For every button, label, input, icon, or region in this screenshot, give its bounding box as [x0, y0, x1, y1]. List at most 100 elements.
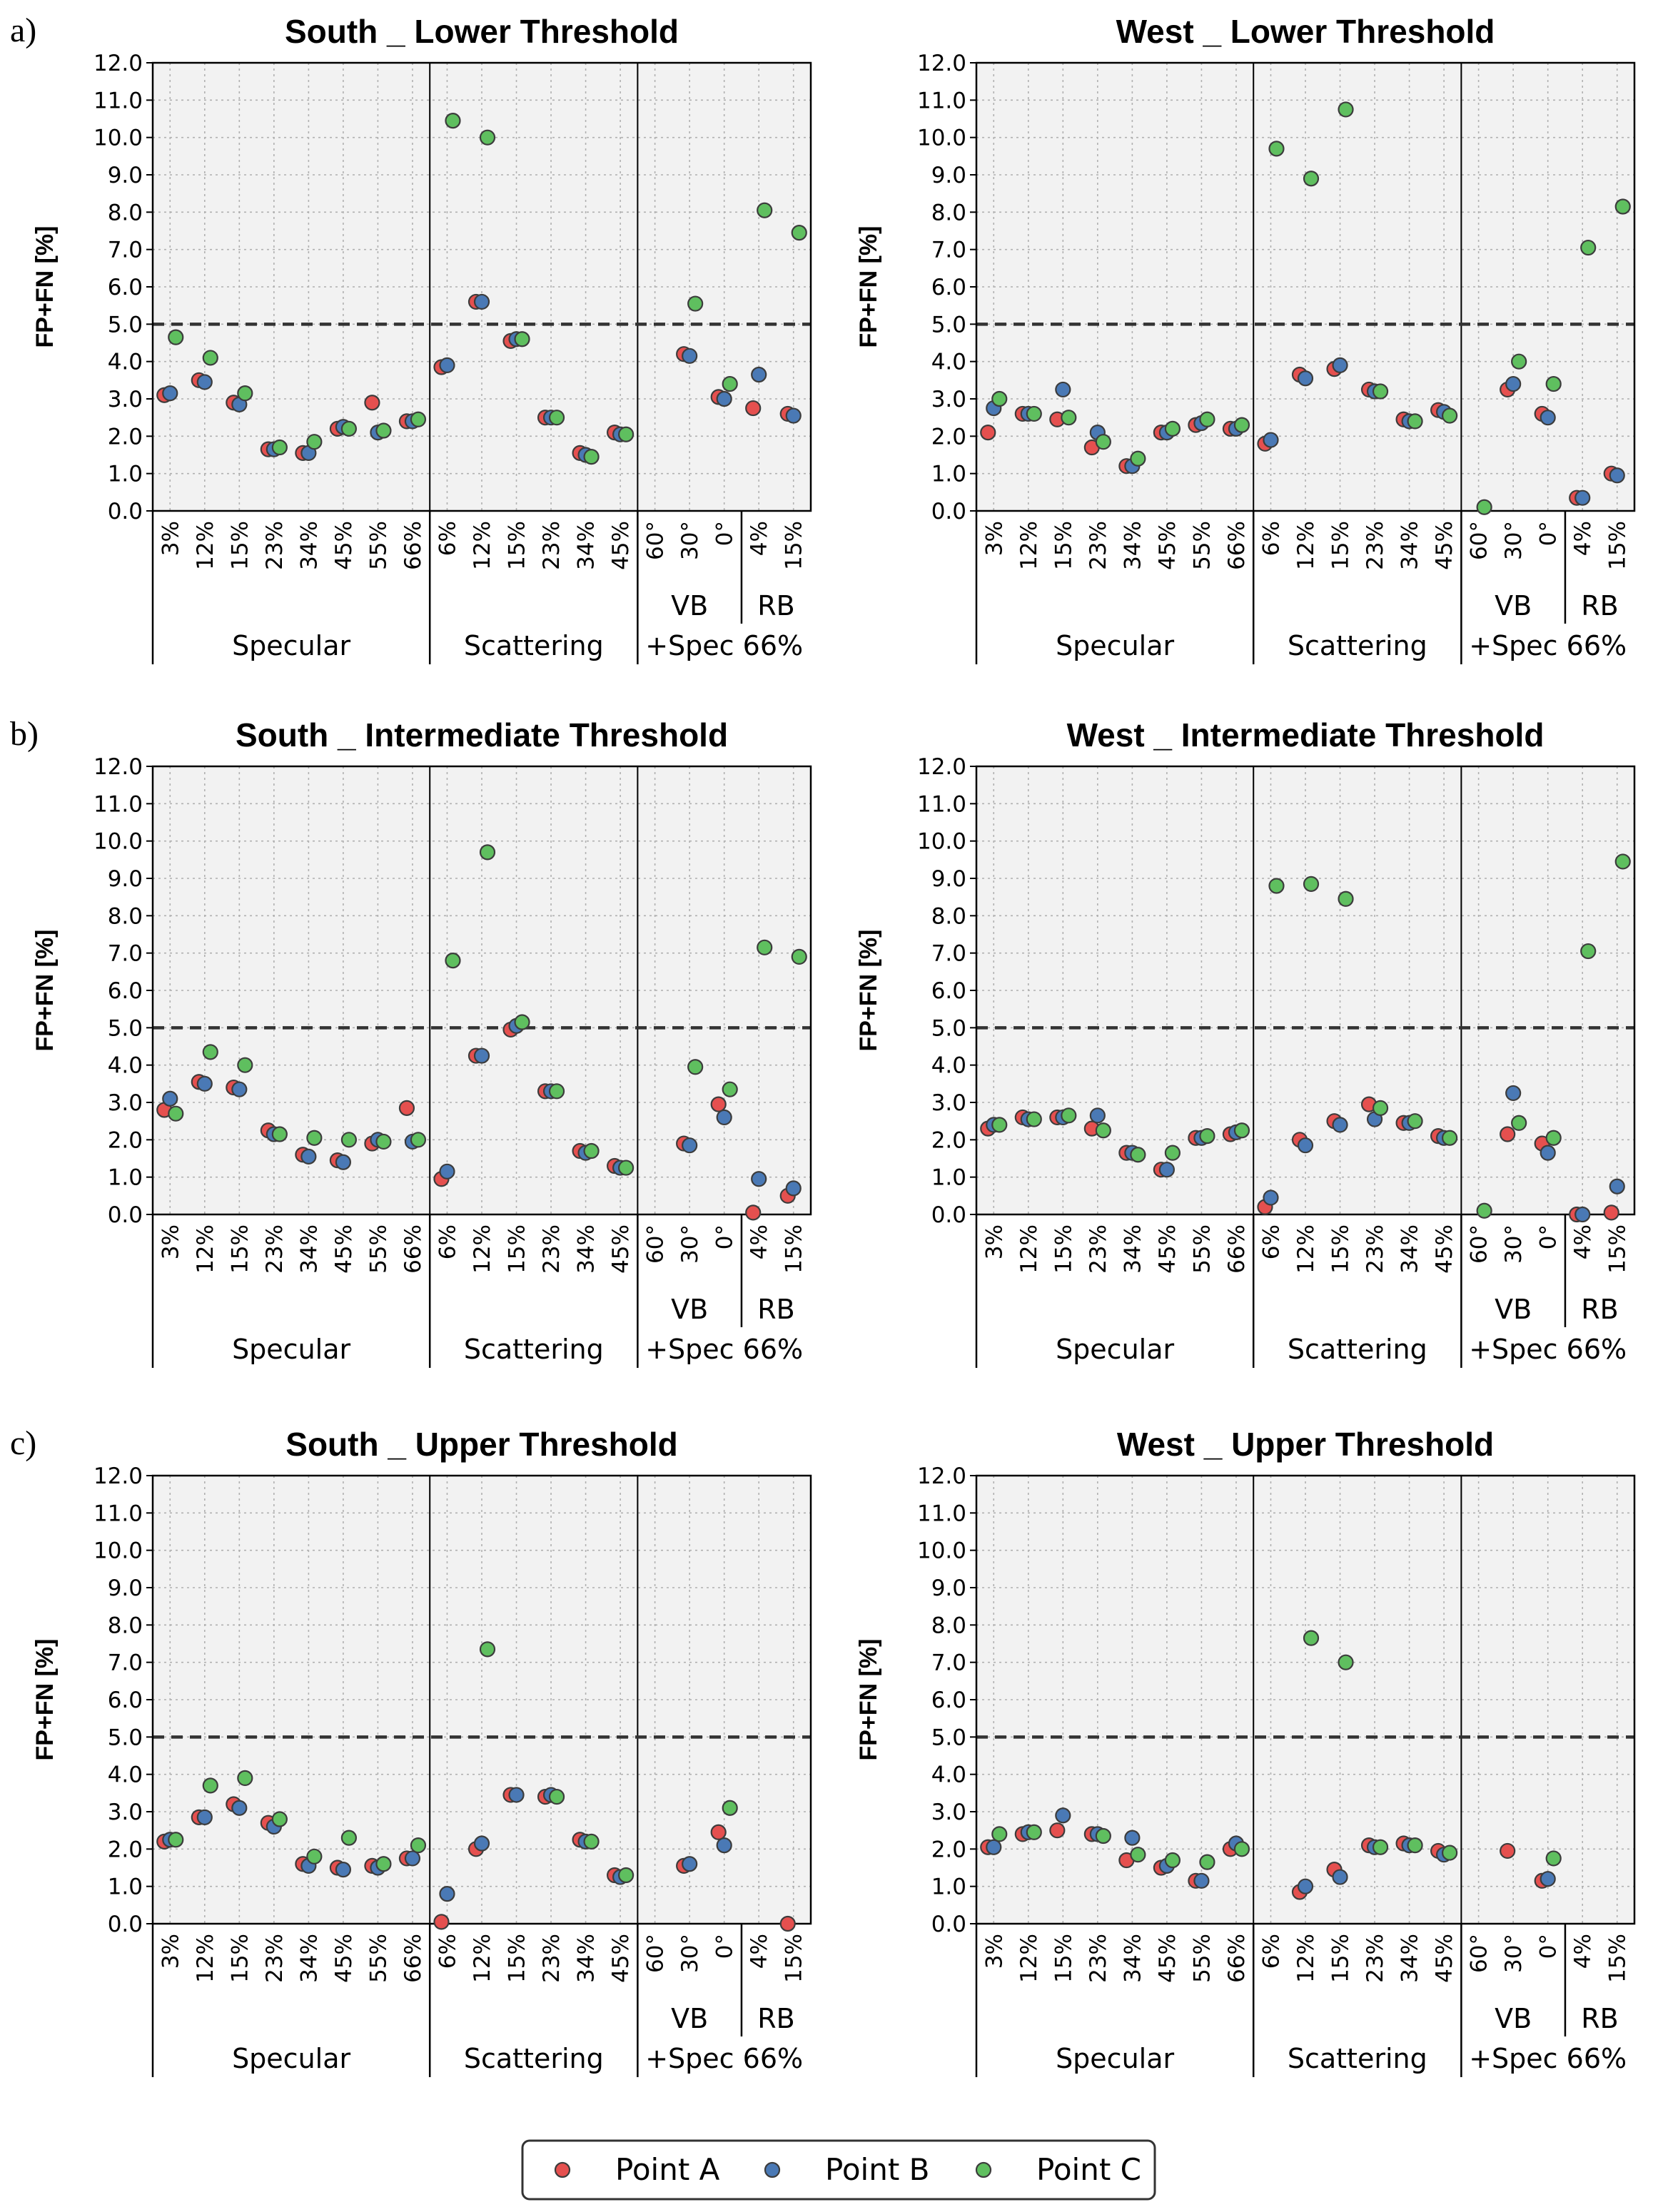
y-tick-label: 0.0 [931, 1912, 966, 1937]
group-label: Scattering [464, 1334, 604, 1365]
x-tick-label: 34% [574, 1224, 600, 1274]
group-label: Scattering [464, 630, 604, 661]
panel-title: South _ Lower Threshold [285, 13, 679, 50]
subgroup-label: RB [757, 2003, 794, 2034]
x-tick-label: 23% [1363, 521, 1388, 570]
x-tick-label: 66% [1224, 1934, 1250, 1983]
x-tick-label: 45% [1155, 1934, 1181, 1983]
data-point-point-c [340, 1132, 357, 1148]
data-point-point-a [1603, 1204, 1619, 1221]
group-label: Scattering [1288, 1334, 1427, 1365]
data-point-point-c [1026, 1111, 1042, 1127]
x-tick-label: 23% [1086, 1224, 1111, 1274]
x-tick-label: 3% [158, 1224, 183, 1259]
x-tick-label: 30° [1501, 521, 1527, 560]
data-point-point-b [1089, 1107, 1106, 1124]
y-tick-label: 0.0 [108, 499, 143, 524]
y-tick-label: 8.0 [931, 1613, 966, 1638]
data-point-point-c [1407, 413, 1423, 430]
x-tick-label: 23% [262, 521, 288, 570]
x-tick-label: 34% [1120, 1934, 1146, 1983]
x-tick-label: 15% [505, 1224, 530, 1274]
legend-box [521, 2139, 1156, 2201]
data-point-point-a [1049, 1822, 1066, 1839]
data-point-point-b [785, 407, 802, 424]
data-point-point-c [687, 1059, 704, 1075]
data-point-point-c [237, 1770, 253, 1786]
x-tick-label: 60° [1467, 1224, 1492, 1264]
y-axis-label: FP+FN [%] [31, 1639, 59, 1761]
data-point-point-b [1263, 432, 1279, 448]
data-point-point-c [1442, 1845, 1458, 1861]
x-tick-label: 4% [1570, 1224, 1596, 1259]
data-point-point-c [1614, 198, 1631, 215]
data-point-point-b [1124, 1830, 1141, 1846]
data-point-point-c [1338, 101, 1354, 118]
data-point-point-c [618, 426, 635, 442]
data-point-point-c [1372, 1839, 1389, 1855]
data-point-point-c [202, 1044, 218, 1060]
y-tick-label: 1.0 [108, 1874, 143, 1900]
x-tick-label: 34% [574, 1934, 600, 1983]
data-point-point-c [271, 1811, 288, 1827]
group-label: Specular [1056, 1334, 1174, 1365]
data-point-point-c [445, 113, 461, 129]
data-point-point-a [1500, 1126, 1516, 1142]
y-tick-label: 10.0 [917, 1538, 966, 1564]
subgroup-label: VB [671, 2003, 708, 2034]
data-point-point-b [1505, 375, 1522, 392]
data-point-point-b [1609, 467, 1625, 484]
x-tick-label: 15% [1051, 1934, 1076, 1983]
x-tick-label: 15% [1328, 521, 1354, 570]
data-point-point-c [237, 385, 253, 402]
x-tick-label: 12% [1293, 521, 1319, 570]
data-point-point-b [196, 374, 213, 390]
x-tick-label: 66% [1224, 1224, 1250, 1274]
data-point-point-c [237, 1057, 253, 1073]
x-tick-label: 15% [782, 1224, 807, 1274]
plot-border [975, 61, 1636, 512]
data-point-point-b [1540, 410, 1556, 426]
y-tick-label: 9.0 [108, 163, 143, 188]
x-tick-label: 45% [608, 1934, 634, 1983]
group-label: Scattering [1288, 630, 1427, 661]
y-tick-label: 5.0 [931, 1725, 966, 1750]
x-tick-label: 60° [643, 1224, 669, 1264]
x-tick-label: 30° [677, 1934, 703, 1973]
data-point-point-b [1297, 1137, 1314, 1154]
x-tick-label: 12% [470, 1934, 495, 1983]
y-tick-label: 5.0 [931, 1015, 966, 1041]
legend-marker [764, 2161, 781, 2178]
data-point-point-c [168, 1832, 184, 1848]
row-label: a) [10, 11, 36, 49]
data-point-point-b [1158, 1162, 1175, 1178]
x-tick-label: 45% [608, 1224, 634, 1274]
x-tick-label: 15% [1605, 521, 1631, 570]
y-tick-label: 11.0 [93, 88, 143, 113]
data-point-point-a [398, 1100, 415, 1116]
y-tick-label: 4.0 [931, 350, 966, 375]
x-tick-label: 15% [1051, 521, 1076, 570]
y-tick-label: 3.0 [931, 387, 966, 412]
x-tick-label: 23% [1086, 521, 1111, 570]
row-label: b) [10, 715, 39, 753]
data-point-point-b [1540, 1145, 1556, 1161]
x-tick-label: 6% [435, 521, 460, 556]
plot-border [151, 1474, 812, 1925]
legend-label: Point B [825, 2152, 929, 2187]
data-point-point-c [1095, 1827, 1111, 1845]
data-point-point-a [710, 1096, 727, 1112]
y-tick-label: 12.0 [93, 1463, 143, 1489]
data-point-point-b [716, 1837, 732, 1854]
x-tick-label: 45% [331, 1934, 357, 1983]
data-point-point-b [439, 357, 455, 373]
x-tick-label: 60° [643, 1934, 669, 1973]
group-label: +Spec 66% [645, 1334, 803, 1365]
data-point-point-c [479, 1641, 496, 1658]
y-tick-label: 8.0 [108, 1613, 143, 1638]
data-point-point-c [1130, 450, 1146, 467]
x-tick-label: 15% [1051, 1224, 1076, 1274]
x-tick-label: 45% [331, 1224, 357, 1274]
group-label: Specular [1056, 630, 1174, 661]
